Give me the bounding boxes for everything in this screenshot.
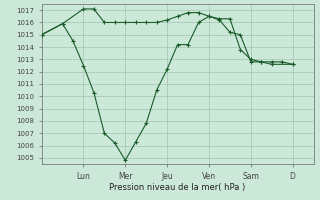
X-axis label: Pression niveau de la mer( hPa ): Pression niveau de la mer( hPa ) — [109, 183, 246, 192]
